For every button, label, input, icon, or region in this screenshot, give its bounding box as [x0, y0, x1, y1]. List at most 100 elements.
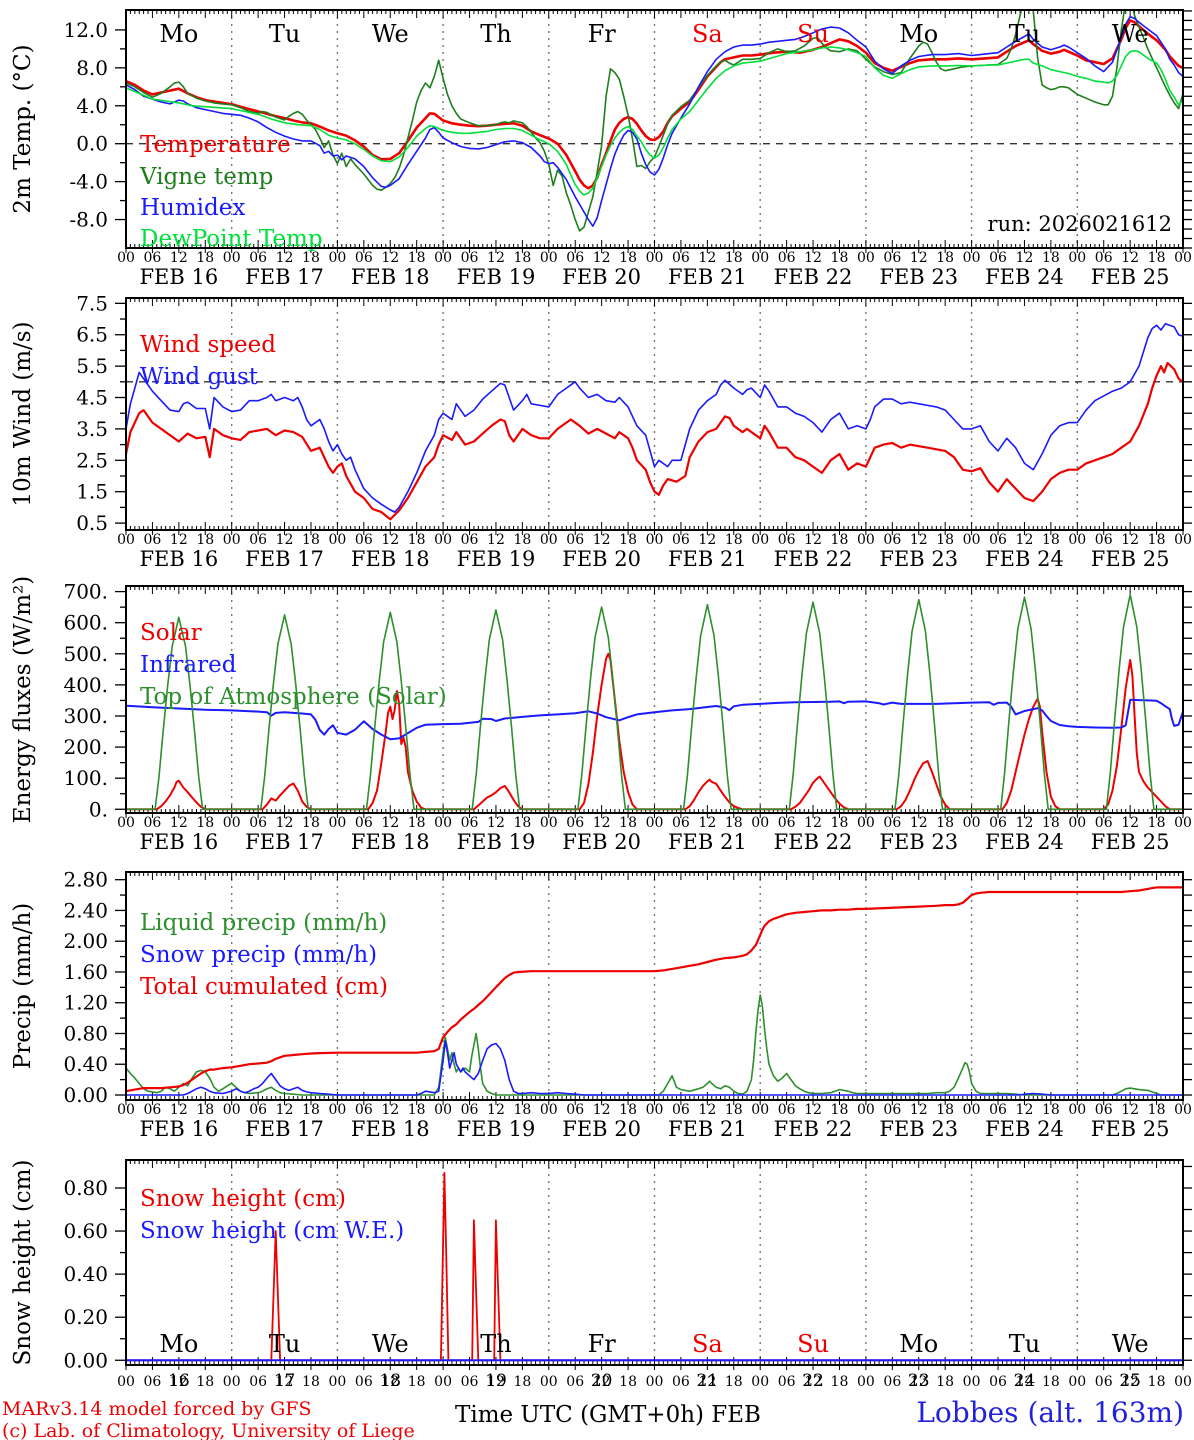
svg-text:06: 06 [1095, 532, 1113, 548]
svg-text:06: 06 [461, 815, 479, 831]
svg-text:4.0: 4.0 [76, 94, 108, 118]
svg-text:00: 00 [857, 250, 875, 266]
svg-text:FEB 24: FEB 24 [985, 265, 1064, 289]
svg-text:-8.0: -8.0 [69, 208, 108, 232]
svg-text:12: 12 [698, 1374, 716, 1390]
svg-text:00: 00 [434, 250, 452, 266]
svg-text:12.0: 12.0 [63, 18, 108, 42]
svg-text:00: 00 [223, 815, 241, 831]
svg-text:18: 18 [619, 1102, 637, 1118]
svg-text:00: 00 [963, 1374, 981, 1390]
svg-text:4.5: 4.5 [76, 386, 108, 410]
svg-text:06: 06 [778, 1374, 796, 1390]
hour-labels: 00 06 12 18 00 06 12 18 00 06 12 18 00 06 12 18 00 06 12 18… [117, 250, 1192, 266]
svg-text:FEB 18: FEB 18 [351, 547, 430, 571]
svg-text:FEB 19: FEB 19 [457, 265, 536, 289]
svg-text:Humidex: Humidex [140, 195, 245, 221]
svg-text:06: 06 [566, 1374, 584, 1390]
svg-text:00: 00 [751, 815, 769, 831]
svg-text:12: 12 [1016, 815, 1034, 831]
svg-text:18: 18 [1148, 250, 1166, 266]
svg-text:18: 18 [513, 1102, 531, 1118]
svg-text:06: 06 [778, 1102, 796, 1118]
svg-text:00: 00 [434, 815, 452, 831]
svg-text:06: 06 [249, 815, 267, 831]
svg-text:12: 12 [170, 532, 188, 548]
svg-text:Mo: Mo [899, 20, 938, 48]
model-credit-line1: MARv3.14 model forced by GFS [2, 1398, 312, 1420]
svg-text:0.40: 0.40 [63, 1052, 108, 1076]
svg-text:00: 00 [328, 1374, 346, 1390]
svg-text:FEB 22: FEB 22 [774, 265, 853, 289]
series-temperature [126, 19, 1183, 190]
svg-text:Snow precip (mm/h): Snow precip (mm/h) [140, 942, 377, 968]
svg-text:06: 06 [672, 1374, 690, 1390]
svg-text:18: 18 [936, 815, 954, 831]
svg-text:-4.0: -4.0 [69, 170, 108, 194]
svg-text:12: 12 [381, 532, 399, 548]
svg-text:00: 00 [857, 1102, 875, 1118]
svg-text:Tu: Tu [1009, 1330, 1040, 1358]
svg-text:00: 00 [1174, 815, 1192, 831]
svg-text:18: 18 [196, 250, 214, 266]
svg-text:2.40: 2.40 [63, 898, 108, 922]
svg-text:00: 00 [328, 1102, 346, 1118]
svg-text:06: 06 [144, 1374, 162, 1390]
svg-text:16: 16 [168, 1371, 190, 1391]
svg-text:18: 18 [408, 1374, 426, 1390]
svg-text:18: 18 [379, 1371, 401, 1391]
svg-text:18: 18 [513, 1374, 531, 1390]
svg-text:18: 18 [1148, 1374, 1166, 1390]
svg-text:0.80: 0.80 [63, 1176, 108, 1200]
panel-border [125, 871, 1184, 1101]
svg-text:06: 06 [989, 1374, 1007, 1390]
svg-text:12: 12 [1016, 1102, 1034, 1118]
svg-text:FEB 17: FEB 17 [245, 547, 324, 571]
svg-text:FEB 18: FEB 18 [351, 265, 430, 289]
svg-text:6.5: 6.5 [76, 323, 108, 347]
svg-text:Mo: Mo [899, 1330, 938, 1358]
day-gridlines [230, 1160, 1079, 1365]
svg-text:00: 00 [646, 815, 664, 831]
svg-text:00: 00 [117, 1374, 135, 1390]
svg-text:18: 18 [1148, 1102, 1166, 1118]
svg-text:00: 00 [328, 815, 346, 831]
svg-text:FEB 17: FEB 17 [245, 1117, 324, 1141]
svg-text:12: 12 [1121, 532, 1139, 548]
svg-text:0.60: 0.60 [63, 1219, 108, 1243]
svg-text:FEB 21: FEB 21 [668, 547, 747, 571]
svg-text:12: 12 [487, 532, 505, 548]
svg-text:12: 12 [381, 250, 399, 266]
series-wind-gust [126, 322, 1183, 513]
svg-text:00: 00 [1068, 1102, 1086, 1118]
svg-text:12: 12 [1121, 250, 1139, 266]
svg-text:600.: 600. [63, 611, 108, 635]
svg-text:18: 18 [831, 815, 849, 831]
svg-text:06: 06 [355, 250, 373, 266]
energy-panel: 700. 600. 500. 400. 300. 200. 100. 0. Energy flu… [10, 576, 1192, 854]
date-labels: FEB 16 FEB 17 FEB 18 FEB 19 FEB 20 FEB 21 FEB … [139, 265, 1169, 289]
svg-text:18: 18 [936, 532, 954, 548]
svg-text:FEB 19: FEB 19 [457, 1117, 536, 1141]
svg-text:18: 18 [725, 815, 743, 831]
date-number-labels: 16 17 18 19 20 21 22 23 24 25 [168, 1371, 1141, 1391]
svg-text:18: 18 [725, 532, 743, 548]
svg-text:00: 00 [1068, 815, 1086, 831]
svg-text:Mo: Mo [159, 20, 198, 48]
svg-text:00: 00 [1174, 1374, 1192, 1390]
svg-text:100.: 100. [63, 766, 108, 790]
svg-text:Solar: Solar [140, 620, 202, 646]
svg-text:06: 06 [883, 250, 901, 266]
svg-text:We: We [1112, 20, 1149, 48]
svg-text:00: 00 [1174, 250, 1192, 266]
svg-text:500.: 500. [63, 642, 108, 666]
svg-text:06: 06 [883, 532, 901, 548]
svg-text:18: 18 [302, 1102, 320, 1118]
svg-text:12: 12 [487, 1374, 505, 1390]
svg-text:00: 00 [857, 532, 875, 548]
svg-text:FEB 19: FEB 19 [457, 547, 536, 571]
panel-border [125, 297, 1184, 531]
svg-text:06: 06 [249, 250, 267, 266]
svg-text:12: 12 [1016, 532, 1034, 548]
